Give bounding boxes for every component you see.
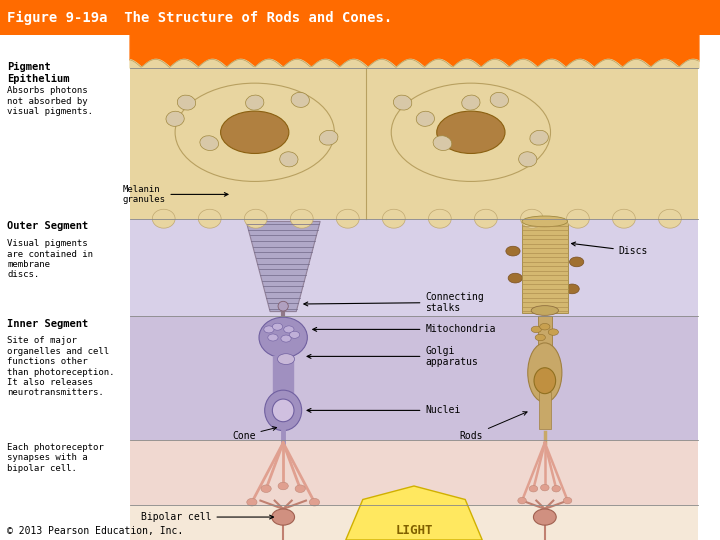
Text: Rods: Rods [459,411,527,441]
Ellipse shape [200,136,219,151]
Ellipse shape [530,130,549,145]
Text: Inner Segment: Inner Segment [7,319,89,329]
Text: Nuclei: Nuclei [307,406,461,415]
Polygon shape [246,221,320,312]
Ellipse shape [310,498,320,506]
Bar [522,221,567,313]
Bar [539,392,551,429]
Text: © 2013 Pearson Education, Inc.: © 2013 Pearson Education, Inc. [7,525,184,536]
Text: Cone: Cone [232,427,276,441]
Bar [538,316,552,386]
Text: Outer Segment: Outer Segment [7,221,89,232]
Ellipse shape [244,209,267,228]
Ellipse shape [474,209,498,228]
Ellipse shape [280,152,298,167]
Ellipse shape [567,209,589,228]
Ellipse shape [393,95,412,110]
Bar [0,0,720,35]
Text: Mitochondria: Mitochondria [312,325,496,334]
Ellipse shape [540,323,550,330]
Polygon shape [346,486,482,540]
Bar [130,219,698,316]
Ellipse shape [199,209,221,228]
Ellipse shape [613,209,635,228]
Ellipse shape [284,326,294,333]
Ellipse shape [541,484,549,491]
Ellipse shape [153,209,175,228]
Text: Discs: Discs [572,242,648,256]
Text: Site of major
organelles and cell
functions other
than photoreception.
It also r: Site of major organelles and cell functi… [7,336,114,397]
Ellipse shape [548,329,559,335]
Ellipse shape [278,482,288,490]
Ellipse shape [518,497,526,504]
Ellipse shape [528,343,562,402]
Ellipse shape [433,136,451,151]
Ellipse shape [278,301,288,311]
Ellipse shape [529,485,538,492]
Ellipse shape [565,284,579,294]
Ellipse shape [659,209,681,228]
Ellipse shape [320,130,338,145]
Ellipse shape [295,485,305,492]
Ellipse shape [281,335,291,342]
Text: Golgi
apparatus: Golgi apparatus [307,346,478,367]
Ellipse shape [259,317,307,357]
Ellipse shape [506,246,520,256]
Ellipse shape [534,509,556,525]
Bar [130,505,698,540]
Ellipse shape [428,209,451,228]
Ellipse shape [220,111,289,153]
Bar [130,440,698,505]
Ellipse shape [535,334,545,341]
Ellipse shape [490,92,508,107]
Text: Absorbs photons
not absorbed by
visual pigments.: Absorbs photons not absorbed by visual p… [7,86,93,116]
Text: LIGHT: LIGHT [395,524,433,537]
Ellipse shape [416,111,434,126]
Ellipse shape [534,368,556,394]
Ellipse shape [265,390,302,431]
Ellipse shape [521,209,544,228]
Ellipse shape [531,306,559,315]
Ellipse shape [336,209,359,228]
Ellipse shape [261,485,271,492]
Ellipse shape [462,95,480,110]
Bar [130,316,698,440]
Ellipse shape [166,111,184,126]
Ellipse shape [508,273,522,283]
Text: Bipolar cell: Bipolar cell [141,512,274,522]
Text: Connecting
stalks: Connecting stalks [304,292,484,313]
Text: Figure 9-19a  The Structure of Rods and Cones.: Figure 9-19a The Structure of Rods and C… [7,11,392,25]
Ellipse shape [175,83,334,181]
Ellipse shape [277,354,294,364]
Text: Melanin
granules: Melanin granules [122,185,228,204]
Text: Pigment
Epithelium: Pigment Epithelium [7,62,70,84]
Ellipse shape [272,323,283,330]
Ellipse shape [437,111,505,153]
Ellipse shape [268,334,278,341]
Ellipse shape [291,92,310,107]
Ellipse shape [382,209,405,228]
Ellipse shape [247,498,257,506]
Ellipse shape [563,497,572,504]
Ellipse shape [289,332,300,338]
Text: Each photoreceptor
synapses with a
bipolar cell.: Each photoreceptor synapses with a bipol… [7,443,104,472]
Ellipse shape [531,326,541,333]
Ellipse shape [246,95,264,110]
Bar [130,68,698,219]
Ellipse shape [570,257,584,267]
Ellipse shape [518,152,537,167]
Ellipse shape [272,509,294,525]
Ellipse shape [522,216,567,227]
Ellipse shape [391,83,551,181]
Text: Visual pigments
are contained in
membrane
discs.: Visual pigments are contained in membran… [7,239,93,279]
Ellipse shape [264,326,274,333]
Ellipse shape [552,485,560,492]
Ellipse shape [290,209,313,228]
Ellipse shape [177,95,196,110]
Ellipse shape [272,399,294,422]
